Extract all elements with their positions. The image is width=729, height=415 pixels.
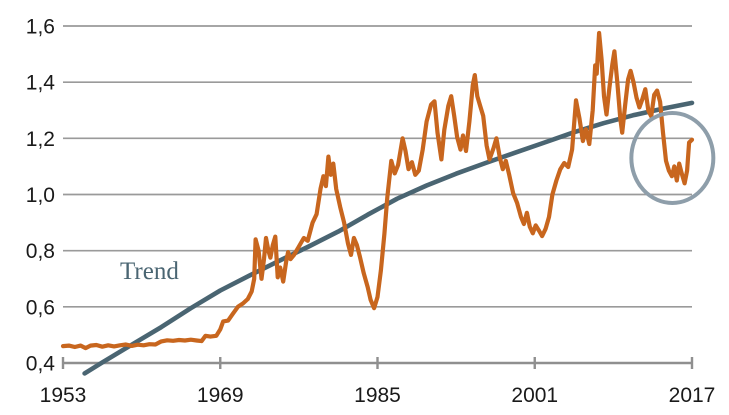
y-tick-label: 1,6 bbox=[26, 16, 55, 39]
x-tick-label: 1953 bbox=[40, 384, 87, 407]
x-axis-baseline-and-ticks bbox=[61, 357, 694, 369]
x-tick-label: 1985 bbox=[354, 384, 401, 407]
y-tick-label: 1,2 bbox=[26, 128, 55, 151]
y-tick-label: 0,8 bbox=[26, 240, 55, 263]
trend-curve bbox=[82, 100, 695, 376]
y-axis-tick-labels: 0,4 0,6 0,8 1,0 1,2 1,4 1,6 bbox=[26, 16, 56, 376]
trend-label: Trend bbox=[120, 258, 179, 285]
actual-series-line bbox=[60, 30, 695, 351]
y-tick-label: 1,0 bbox=[26, 184, 55, 207]
y-tick-label: 0,4 bbox=[26, 353, 56, 376]
gridlines bbox=[63, 25, 692, 308]
x-tick-label: 1969 bbox=[197, 384, 244, 407]
x-axis-tick-labels: 1953 1969 1985 2001 2017 bbox=[40, 384, 716, 407]
highlight-circle-annotation bbox=[629, 110, 716, 205]
y-tick-label: 1,4 bbox=[26, 72, 56, 95]
x-tick-label: 2017 bbox=[669, 384, 716, 407]
x-tick-label: 2001 bbox=[511, 384, 558, 407]
y-tick-label: 0,6 bbox=[26, 296, 55, 319]
